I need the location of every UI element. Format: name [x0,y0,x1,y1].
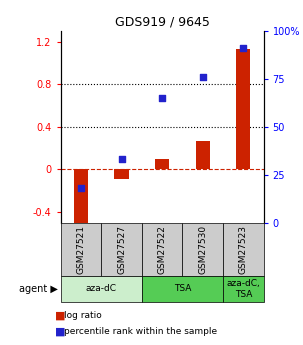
Text: GSM27522: GSM27522 [158,225,167,274]
Point [160,95,165,101]
Text: ■: ■ [55,326,65,336]
Text: GSM27527: GSM27527 [117,225,126,274]
Bar [155,159,169,169]
Text: GSM27523: GSM27523 [239,225,248,274]
Bar [236,49,250,169]
Point [200,74,205,80]
Bar [115,169,128,179]
Text: GSM27521: GSM27521 [76,225,85,274]
Text: TSA: TSA [174,284,191,294]
Point [78,185,83,191]
Text: log ratio: log ratio [64,311,102,320]
Bar [196,141,210,169]
Text: agent ▶: agent ▶ [19,284,58,294]
Bar [74,169,88,225]
Text: ■: ■ [55,311,65,321]
Point [119,157,124,162]
Text: aza-dC: aza-dC [86,284,117,294]
Text: percentile rank within the sample: percentile rank within the sample [64,327,217,336]
Title: GDS919 / 9645: GDS919 / 9645 [115,16,210,29]
Text: aza-dC,
TSA: aza-dC, TSA [226,279,260,299]
Point [241,46,246,51]
Text: GSM27530: GSM27530 [198,225,207,274]
